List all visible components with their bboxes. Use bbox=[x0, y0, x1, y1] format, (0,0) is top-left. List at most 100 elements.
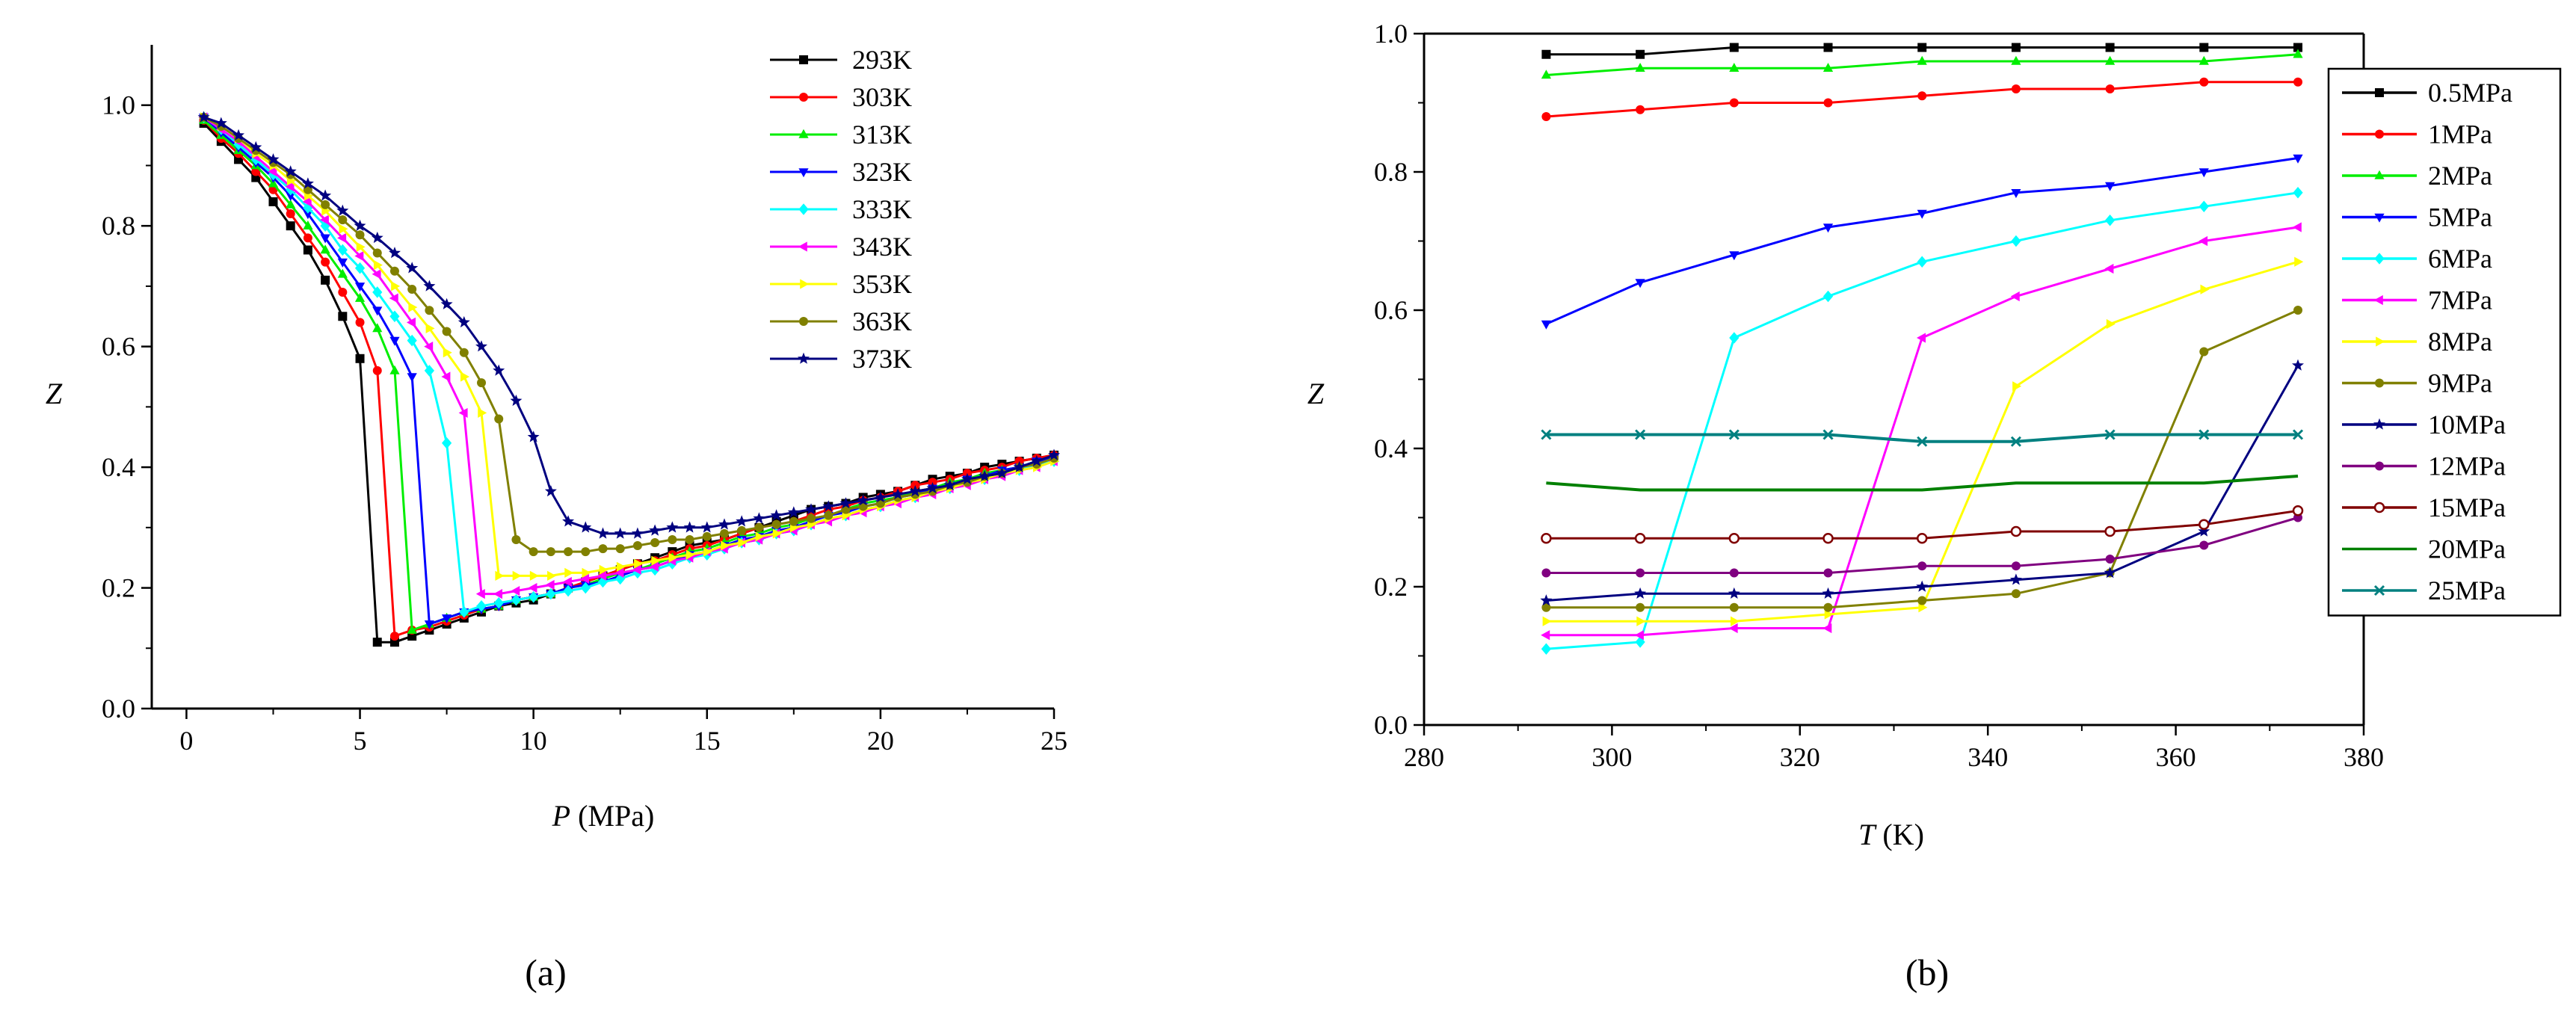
data-point bbox=[337, 258, 348, 268]
legend-marker bbox=[2373, 502, 2385, 513]
data-point bbox=[339, 223, 348, 234]
legend-entry-1mpa: 1MPa bbox=[2342, 120, 2492, 149]
data-point bbox=[1634, 630, 1644, 641]
data-point bbox=[268, 197, 278, 206]
data-point bbox=[1916, 533, 1928, 544]
data-point bbox=[1729, 63, 1740, 72]
data-point bbox=[1729, 602, 1739, 612]
data-point bbox=[668, 534, 677, 544]
panel-a-label: (a) bbox=[525, 951, 567, 993]
data-point bbox=[372, 638, 382, 647]
data-point bbox=[1917, 561, 1927, 571]
data-point bbox=[389, 336, 400, 346]
data-point bbox=[875, 499, 885, 508]
data-point bbox=[2293, 49, 2303, 58]
data-point bbox=[2105, 182, 2116, 191]
legend-label: 333K bbox=[852, 194, 912, 224]
data-point bbox=[355, 230, 365, 240]
data-point bbox=[478, 407, 487, 419]
data-point bbox=[1728, 587, 1740, 599]
data-point bbox=[789, 516, 798, 526]
data-point bbox=[286, 192, 296, 202]
data-point bbox=[1541, 630, 1550, 641]
legend-marker bbox=[799, 55, 808, 64]
data-point bbox=[2199, 43, 2209, 52]
data-point bbox=[892, 488, 905, 500]
series-line-303k bbox=[203, 119, 1055, 638]
data-point bbox=[668, 552, 678, 563]
data-point bbox=[440, 297, 453, 309]
data-point bbox=[475, 340, 487, 352]
data-point bbox=[2010, 525, 2022, 537]
data-point bbox=[1542, 616, 1552, 626]
data-point bbox=[598, 544, 608, 554]
data-point bbox=[666, 521, 679, 533]
data-point bbox=[406, 262, 419, 274]
legend-entry-363k: 363K bbox=[770, 306, 912, 336]
series-line-5mpa bbox=[1545, 157, 2299, 325]
data-point bbox=[493, 596, 504, 609]
legend-marker bbox=[2376, 336, 2385, 347]
series-line-363k bbox=[203, 116, 1055, 553]
legend-entry-293k: 293K bbox=[770, 45, 912, 75]
data-point bbox=[527, 431, 540, 442]
panel-b-y-tick-label: 0.8 bbox=[1374, 157, 1408, 187]
panel-b-chart: 280 300 320 340 360 380 0.0 0.2 0.4 0.6 0.8 1.0 Z T… bbox=[1307, 19, 2562, 993]
data-point bbox=[320, 244, 330, 254]
data-point bbox=[2105, 84, 2115, 93]
panel-a-xlabel-var: P bbox=[552, 799, 570, 833]
data-point bbox=[372, 248, 382, 258]
data-point bbox=[2198, 200, 2209, 213]
data-point bbox=[753, 512, 765, 524]
panel-b-legend: 0.5MPa 1MPa 2MPa 5MPa 6MPa 7MPa 8MPa 9MPa 10MPa 1… bbox=[2327, 67, 2562, 617]
data-point bbox=[476, 599, 487, 612]
legend-label: 0.5MPa bbox=[2428, 78, 2512, 108]
legend-label: 303K bbox=[852, 82, 912, 112]
data-point bbox=[685, 534, 694, 544]
data-point bbox=[1822, 63, 1834, 72]
series-0-5mpa bbox=[1541, 43, 2303, 59]
data-point bbox=[286, 221, 295, 231]
data-point bbox=[824, 510, 833, 520]
legend-entry-10mpa: 10MPa bbox=[2342, 410, 2506, 439]
panel-a-y-tick-label: 0.6 bbox=[102, 332, 135, 362]
data-point bbox=[1731, 616, 1740, 626]
data-point bbox=[1541, 70, 1552, 79]
legend-entry-313k: 313K bbox=[770, 120, 912, 149]
series-9mpa bbox=[1541, 306, 2303, 612]
data-point bbox=[1917, 43, 1927, 52]
data-point bbox=[2293, 77, 2303, 87]
data-point bbox=[2292, 505, 2304, 516]
panel-b-xlabel-unit: (K) bbox=[1875, 818, 1924, 851]
data-point bbox=[546, 547, 555, 557]
data-point bbox=[337, 268, 348, 278]
data-point bbox=[738, 537, 748, 548]
legend-marker bbox=[2374, 170, 2385, 179]
legend-entry-373k: 373K bbox=[770, 344, 912, 374]
legend-entry-2mpa: 2MPa bbox=[2342, 161, 2492, 191]
data-point bbox=[528, 582, 537, 593]
data-point bbox=[197, 111, 210, 123]
data-point bbox=[1541, 602, 1551, 612]
data-point bbox=[1917, 596, 1927, 605]
legend-marker bbox=[2375, 129, 2384, 139]
data-point bbox=[634, 558, 644, 569]
legend-entry-8mpa: 8MPa bbox=[2342, 327, 2492, 357]
data-point bbox=[737, 525, 747, 535]
data-point bbox=[1917, 436, 1928, 447]
data-point bbox=[441, 371, 451, 382]
data-point bbox=[285, 182, 295, 192]
legend-entry-5mpa: 5MPa bbox=[2342, 203, 2492, 232]
legend-label: 343K bbox=[852, 232, 912, 262]
data-point bbox=[1636, 49, 1645, 59]
data-point bbox=[424, 365, 434, 377]
data-point bbox=[2104, 429, 2116, 440]
panel-a-xlabel: P (MPa) bbox=[552, 799, 655, 833]
data-point bbox=[511, 593, 522, 606]
legend-label: 363K bbox=[852, 306, 912, 336]
data-point bbox=[2105, 555, 2115, 564]
legend-entry-20mpa: 20MPa bbox=[2342, 534, 2506, 564]
data-point bbox=[1635, 429, 1646, 440]
data-point bbox=[303, 202, 313, 214]
